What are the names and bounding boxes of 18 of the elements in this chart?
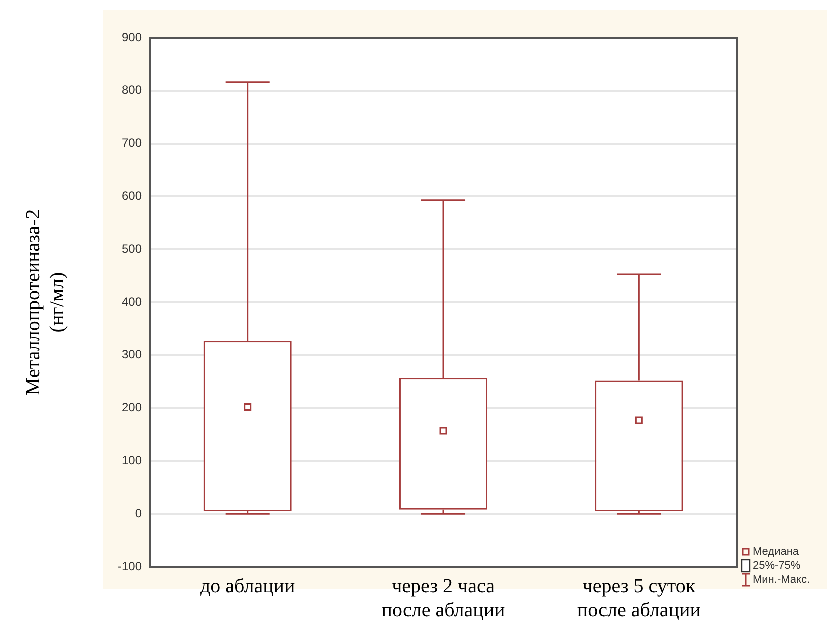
y-tick-label: -100 (118, 559, 142, 574)
text: Медиана (753, 545, 800, 559)
y-tick-label: 300 (122, 348, 142, 362)
y-tick-label: 600 (122, 189, 142, 204)
text: Мин.-Макс. (753, 573, 810, 587)
y-tick-label: 800 (122, 83, 142, 98)
y-tick-label: 400 (122, 294, 142, 309)
y-tick-label: 900 (122, 30, 142, 44)
y-axis-title: Металлопротеиназа-2 (нг/мл) (22, 209, 68, 396)
x-tick-label: до аблации (200, 575, 296, 598)
y-tick-label: 700 (122, 136, 142, 150)
x-tick-label: через 5 суток после аблации (577, 575, 702, 622)
y-tick-label: 200 (122, 400, 142, 415)
x-tick-label: через 2 часа после аблации (382, 575, 506, 622)
y-tick-label: 0 (135, 506, 142, 520)
y-tick-label: 500 (122, 242, 142, 256)
text: 25%-75% (753, 559, 801, 573)
y-tick-label: 100 (122, 454, 142, 468)
